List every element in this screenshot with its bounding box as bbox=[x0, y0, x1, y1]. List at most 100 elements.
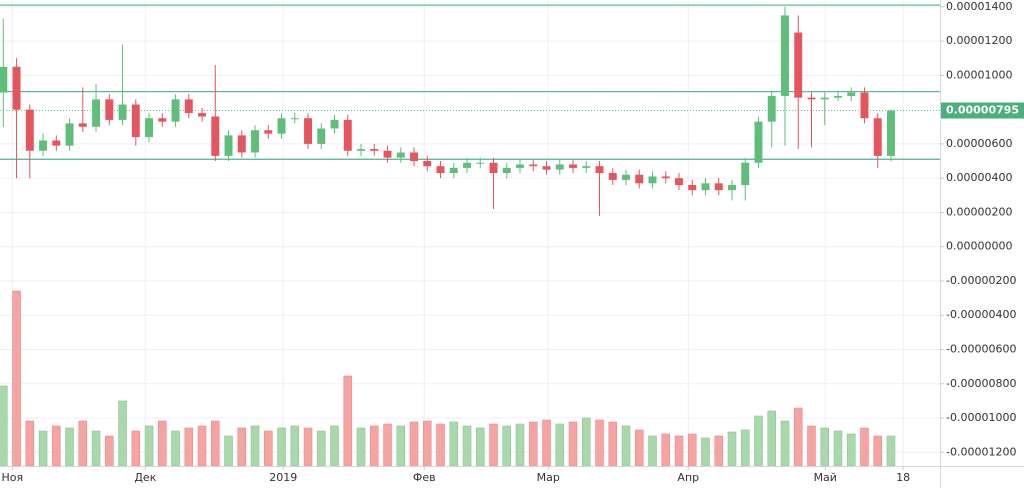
candle-body bbox=[887, 110, 895, 156]
candle-body bbox=[595, 166, 604, 174]
volume-pane bbox=[0, 290, 896, 467]
volume-bar bbox=[595, 419, 604, 467]
candle-body bbox=[25, 109, 34, 151]
volume-bar bbox=[714, 435, 724, 467]
volume-bar bbox=[250, 425, 260, 467]
volume-bar bbox=[277, 427, 286, 467]
candle-body bbox=[807, 97, 816, 100]
candle-body bbox=[383, 150, 392, 158]
candle-body bbox=[171, 99, 180, 122]
candle-body bbox=[264, 130, 273, 134]
volume-bar bbox=[105, 435, 114, 467]
candle-body bbox=[728, 185, 736, 191]
candle-body bbox=[251, 130, 260, 153]
candle-body bbox=[92, 99, 101, 127]
candle-body bbox=[184, 99, 193, 114]
volume-bar bbox=[158, 420, 167, 467]
candle-body bbox=[781, 15, 789, 96]
candle-body bbox=[304, 118, 313, 144]
volume-bar bbox=[118, 400, 127, 467]
volume-bar bbox=[65, 427, 74, 467]
candle-body bbox=[436, 166, 445, 174]
volume-bar bbox=[780, 420, 790, 467]
candle-body bbox=[648, 176, 657, 184]
candle-body bbox=[847, 92, 856, 96]
volume-bar bbox=[449, 421, 459, 467]
volume-bar bbox=[767, 410, 777, 467]
volume-bar bbox=[171, 430, 180, 467]
x-tick-label: Фев bbox=[413, 471, 436, 484]
volume-bar bbox=[0, 385, 8, 467]
candle-body bbox=[105, 99, 114, 120]
candle-body bbox=[277, 118, 286, 134]
volume-bar bbox=[12, 290, 21, 467]
volume-bar bbox=[224, 435, 233, 467]
volume-bar bbox=[489, 423, 498, 467]
volume-bar bbox=[886, 435, 896, 467]
volume-bar bbox=[555, 423, 565, 467]
volume-bar bbox=[264, 430, 273, 467]
candle-body bbox=[582, 166, 591, 168]
volume-bar bbox=[674, 435, 684, 467]
volume-bar bbox=[621, 425, 631, 467]
candle-body bbox=[489, 162, 498, 174]
candle-body bbox=[516, 164, 524, 168]
candle-body bbox=[0, 66, 8, 93]
volume-bar bbox=[581, 417, 591, 467]
candle-body bbox=[794, 32, 803, 98]
candle-body bbox=[52, 140, 61, 146]
candle-body bbox=[158, 118, 167, 122]
volume-bar bbox=[197, 425, 207, 467]
volume-bar bbox=[317, 430, 326, 467]
volume-bar bbox=[846, 433, 856, 467]
volume-bar bbox=[793, 407, 803, 467]
candle-body bbox=[542, 166, 551, 170]
volume-bar bbox=[370, 425, 379, 467]
volume-bar bbox=[330, 425, 339, 467]
candle-body bbox=[290, 118, 299, 120]
volume-bar bbox=[873, 435, 883, 467]
candle-body bbox=[873, 118, 882, 156]
y-tick-label: 0.00001000 bbox=[946, 68, 1012, 81]
candle-body bbox=[118, 104, 127, 120]
volume-bar bbox=[860, 427, 869, 467]
volume-bar bbox=[515, 423, 525, 467]
x-tick-label: Мар bbox=[537, 471, 560, 484]
volume-bar bbox=[727, 431, 737, 467]
candle-body bbox=[569, 164, 577, 168]
volume-bar bbox=[502, 425, 512, 467]
volume-bar bbox=[343, 375, 353, 467]
y-tick-label: 0.00001400 bbox=[946, 0, 1012, 13]
volume-bar bbox=[144, 425, 154, 467]
candle-body bbox=[555, 164, 564, 170]
candle-body bbox=[396, 152, 405, 158]
volume-bar bbox=[303, 427, 313, 467]
volume-bar bbox=[634, 429, 644, 467]
y-tick-label: -0.00000400 bbox=[946, 308, 1016, 321]
x-tick-label: 2019 bbox=[269, 471, 297, 484]
candle-body bbox=[754, 121, 763, 163]
candle-body bbox=[211, 116, 220, 156]
volume-bar bbox=[754, 415, 763, 467]
candle-body bbox=[370, 149, 379, 151]
candle-body bbox=[423, 161, 432, 167]
volume-bar bbox=[38, 430, 48, 467]
volume-bar bbox=[52, 425, 61, 467]
candle-body bbox=[675, 178, 683, 186]
volume-bar bbox=[290, 425, 300, 467]
candle-body bbox=[622, 174, 630, 180]
last-price-label: 0.00000795 bbox=[946, 104, 1019, 117]
volume-bar bbox=[740, 429, 750, 467]
candle-body bbox=[343, 119, 352, 151]
volume-bar bbox=[436, 423, 445, 467]
candle-body bbox=[131, 104, 140, 138]
candle-body bbox=[714, 183, 723, 191]
volume-bar bbox=[184, 427, 194, 467]
candle-body bbox=[224, 135, 233, 156]
candle-body bbox=[65, 123, 74, 146]
candle-body bbox=[330, 119, 339, 129]
candle-body bbox=[608, 173, 617, 180]
x-tick-label: 18 bbox=[896, 471, 910, 484]
y-tick-label: -0.00001000 bbox=[946, 411, 1016, 424]
